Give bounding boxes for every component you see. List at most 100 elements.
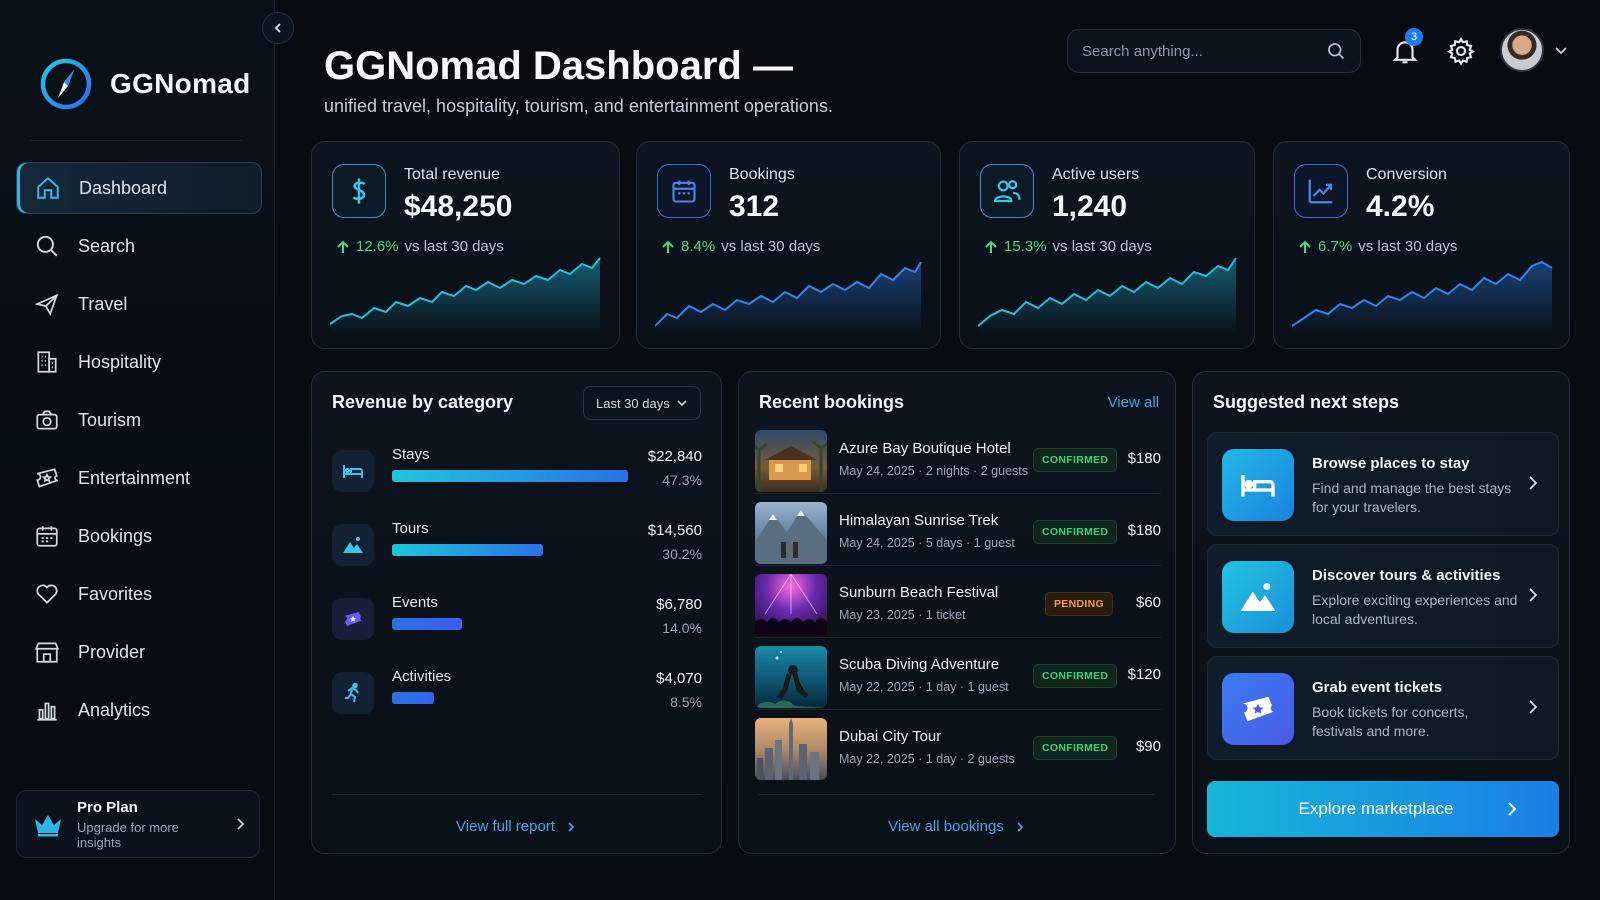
search-box[interactable] [1067, 29, 1361, 73]
sidebar-nav: Dashboard Search Travel Hospitality Tour… [16, 162, 262, 742]
view-all-link[interactable]: View all [1107, 394, 1159, 411]
kpi-card-active-users[interactable]: Active users 1,240 15.3% vs last 30 days [959, 141, 1255, 349]
status-badge: CONFIRMED [1033, 664, 1118, 688]
kpi-value: 1,240 [1052, 190, 1128, 223]
booking-name: Dubai City Tour [839, 728, 942, 745]
dollar-icon [352, 178, 366, 204]
kpi-change-pct: 12.6% [356, 238, 399, 255]
chevron-down-icon [677, 400, 687, 407]
kpi-icon-box [1294, 164, 1348, 218]
category-amount: $6,780 [656, 596, 702, 613]
kpi-value: $48,250 [404, 190, 513, 223]
revenue-by-category-panel: Revenue by category Last 30 days Stays $… [311, 371, 722, 854]
step-browse-stays[interactable]: Browse places to stay Find and manage th… [1207, 432, 1559, 536]
step-icon-box [1222, 673, 1294, 745]
sidebar-item-bookings[interactable]: Bookings [16, 510, 262, 562]
category-amount: $4,070 [656, 670, 702, 687]
sidebar-item-entertainment[interactable]: Entertainment [16, 452, 262, 504]
pro-plan-card[interactable]: Pro Plan Upgrade for more insights [16, 790, 260, 858]
kpi-card-bookings[interactable]: Bookings 312 8.4% vs last 30 days [636, 141, 941, 349]
arrow-up-icon [337, 240, 349, 253]
booking-row[interactable]: Azure Bay Boutique Hotel May 24, 2025 · … [755, 430, 1161, 494]
sidebar-item-favorites[interactable]: Favorites [16, 568, 262, 620]
category-amount: $14,560 [647, 522, 702, 539]
category-row-activities[interactable]: Activities $4,070 8.5% [332, 668, 702, 728]
sidebar-item-tourism[interactable]: Tourism [16, 394, 262, 446]
date-range-dropdown[interactable]: Last 30 days [583, 386, 701, 420]
booking-row[interactable]: Dubai City Tour May 22, 2025 · 1 day · 2… [755, 718, 1161, 782]
kpi-card-conversion[interactable]: Conversion 4.2% 6.7% vs last 30 days [1273, 141, 1570, 349]
category-name: Events [392, 594, 438, 611]
chevron-right-icon [237, 818, 245, 830]
booking-meta: May 24, 2025 · 2 nights · 2 guests [839, 464, 1028, 478]
kpi-label: Total revenue [404, 166, 501, 183]
sidebar-item-hospitality[interactable]: Hospitality [16, 336, 262, 388]
step-event-tickets[interactable]: Grab event tickets Book tickets for conc… [1207, 656, 1559, 760]
booking-row[interactable]: Scuba Diving Adventure May 22, 2025 · 1 … [755, 646, 1161, 710]
booking-price: $90 [1135, 738, 1161, 755]
button-label: Explore marketplace [1298, 799, 1454, 818]
booking-row[interactable]: Sunburn Beach Festival May 23, 2025 · 1 … [755, 574, 1161, 638]
booking-price: $120 [1127, 666, 1161, 683]
ticket-star-icon [1242, 696, 1274, 722]
explore-marketplace-button[interactable]: Explore marketplace [1207, 781, 1559, 837]
divider [332, 794, 701, 795]
building-icon [37, 351, 57, 373]
gear-icon[interactable] [1446, 36, 1476, 66]
sidebar-item-travel[interactable]: Travel [16, 278, 262, 330]
status-badge: PENDING [1045, 592, 1113, 616]
cat-icon-box [332, 450, 374, 492]
kpi-value: 312 [729, 190, 780, 223]
chevron-down-icon[interactable] [1553, 42, 1569, 58]
category-pct: 8.5% [670, 694, 702, 710]
category-bar-track [392, 544, 628, 556]
step-title: Grab event tickets [1312, 679, 1443, 696]
search-icon [1328, 43, 1345, 60]
category-row-stays[interactable]: Stays $22,840 47.3% [332, 446, 702, 506]
kpi-card-revenue[interactable]: Total revenue $48,250 12.6% vs last 30 d… [311, 141, 620, 349]
sidebar-item-provider[interactable]: Provider [16, 626, 262, 678]
running-icon [345, 682, 359, 703]
kpi-change-pct: 15.3% [1004, 238, 1047, 255]
chevron-right-icon [568, 821, 575, 832]
page-subtitle: unified travel, hospitality, tourism, an… [324, 96, 833, 116]
app-name: GGNomad [110, 68, 251, 99]
sparkline-chart [655, 261, 922, 334]
category-pct: 47.3% [662, 472, 702, 488]
kpi-change: 6.7% vs last 30 days [1298, 238, 1457, 255]
booking-thumbnail-city [755, 718, 827, 780]
collapse-sidebar-button[interactable] [262, 12, 294, 44]
booking-meta: May 22, 2025 · 1 day · 1 guest [839, 680, 1009, 694]
avatar[interactable] [1500, 28, 1544, 72]
logo[interactable]: GGNomad [38, 56, 251, 112]
category-row-tours[interactable]: Tours $14,560 30.2% [332, 520, 702, 580]
chevron-right-icon [1529, 476, 1538, 490]
search-input[interactable] [1082, 42, 1312, 60]
notification-badge: 3 [1405, 28, 1423, 46]
city-photo-icon [757, 718, 819, 780]
view-all-bookings-link[interactable]: View all bookings [739, 818, 1175, 835]
divider [759, 794, 1155, 795]
sidebar-item-search[interactable]: Search [16, 220, 262, 272]
sidebar-item-label: Search [78, 235, 136, 256]
kpi-icon-box [657, 164, 711, 218]
chevron-right-icon [1529, 588, 1538, 602]
mountain-icon [1240, 583, 1276, 611]
booking-name: Sunburn Beach Festival [839, 584, 999, 601]
category-name: Activities [392, 668, 452, 685]
booking-row[interactable]: Himalayan Sunrise Trek May 24, 2025 · 5 … [755, 502, 1161, 566]
sidebar-item-dashboard[interactable]: Dashboard [16, 162, 262, 214]
booking-price: $180 [1127, 450, 1161, 467]
booking-price: $180 [1127, 522, 1161, 539]
view-full-report-link[interactable]: View full report [312, 818, 721, 835]
sidebar-item-analytics[interactable]: Analytics [16, 684, 262, 736]
booking-thumbnail-hotel [755, 430, 827, 492]
booking-name: Himalayan Sunrise Trek [839, 512, 999, 529]
calendar-icon [672, 180, 696, 203]
category-row-events[interactable]: Events $6,780 14.0% [332, 594, 702, 654]
chevron-right-icon [1508, 802, 1517, 816]
cat-icon-box [332, 598, 374, 640]
category-name: Stays [392, 446, 430, 463]
kpi-comparison: vs last 30 days [1052, 238, 1152, 255]
step-discover-tours[interactable]: Discover tours & activities Explore exci… [1207, 544, 1559, 648]
